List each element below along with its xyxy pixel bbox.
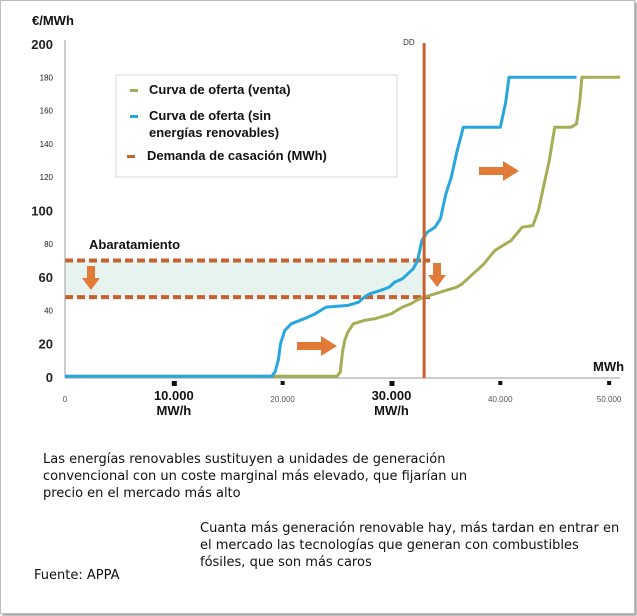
y-tick-label: 100 [31,204,53,219]
x-minor-tick-mark [280,381,285,385]
legend-swatch [130,115,138,118]
source-label: Fuente: APPA [34,568,120,583]
x-major-tick-label: 30.000 [372,388,412,403]
legend-label: Demanda de casación (MWh) [147,148,327,163]
x-minor-tick-mark [498,381,503,385]
legend-swatch [127,155,135,158]
y-tick-label: 140 [40,140,54,149]
x-major-tick-mark [389,381,395,386]
legend-label: Curva de oferta (venta) [149,82,291,97]
x-major-tick-unit: MW/h [156,403,191,418]
y-tick-label: 0 [46,370,53,385]
y-tick-label: 180 [40,73,54,82]
note-renewables-delay-fossil: Cuanta más generación renovable hay, más… [200,521,620,570]
supply-curve-no-renewables-line [65,75,577,378]
legend-swatch [130,89,138,92]
x-major-tick-mark [171,381,177,386]
band-label: Abaratamiento [89,237,180,252]
x-major-tick-unit: MW/h [374,403,409,418]
x-tick-label: 40.000 [488,395,513,404]
x-tick-label: 0 [63,395,68,404]
y-tick-label: 120 [40,173,54,182]
y-tick-label: 200 [31,37,53,52]
x-minor-tick-mark [607,381,612,385]
y-tick-label: 80 [44,240,53,249]
y-axis-label: €/MWh [32,13,74,28]
shift-right-arrow-lower [297,336,337,356]
price-drop-arrow-right [428,263,446,287]
x-axis-label: MWh [593,359,624,374]
y-tick-label: 40 [44,306,53,315]
x-major-tick-label: 10.000 [154,388,194,403]
price-drop-arrow-left [82,266,100,290]
demand-line-label: DD [403,38,415,47]
note-renewables-substitute: Las energías renovables sustituyen a uni… [43,452,468,501]
y-tick-label: 60 [39,270,53,285]
shift-right-arrow-upper [479,161,519,181]
x-tick-label: 50.000 [597,395,622,404]
x-tick-label: 20.000 [270,395,295,404]
legend-box [115,74,398,178]
supply-curve-line [65,75,620,378]
y-tick-label: 20 [39,337,53,352]
legend-label: Curva de oferta (sin energías renovables) [149,108,279,140]
supply-curve-chart: Abaratamiento €/MWh MWh 0 20 40 60 80 100 120 140 1… [31,13,624,418]
y-tick-label: 160 [40,107,54,116]
price-reduction-band [65,260,425,298]
